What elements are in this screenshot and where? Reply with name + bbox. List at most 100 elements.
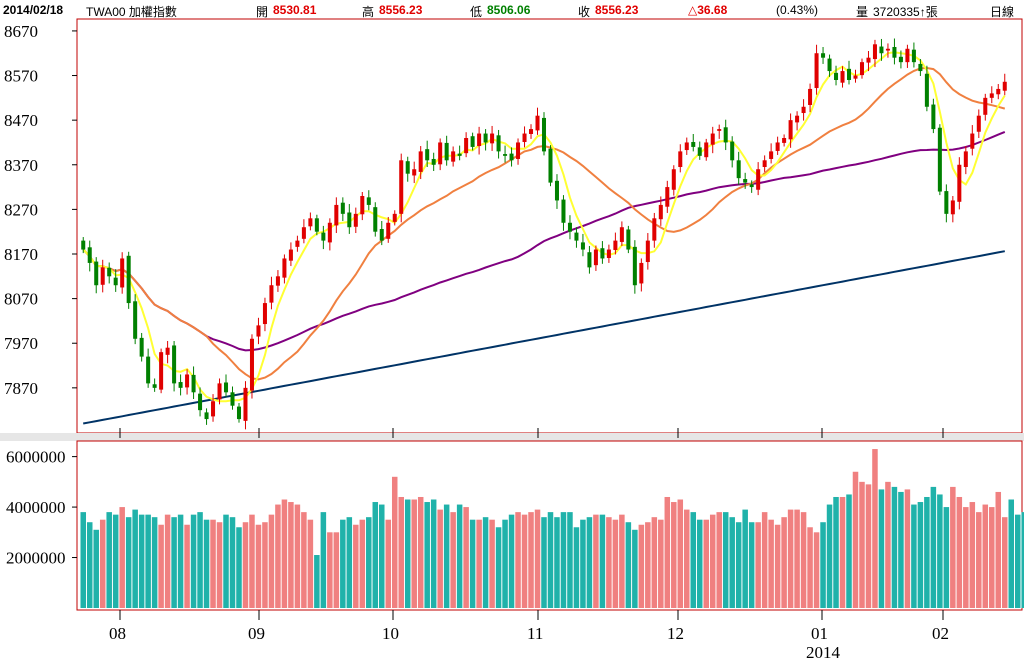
candle bbox=[613, 232, 618, 255]
candle bbox=[243, 381, 248, 430]
candle bbox=[516, 138, 521, 165]
volume-bar bbox=[534, 509, 541, 608]
volume-bar bbox=[872, 449, 878, 608]
volume-bar bbox=[865, 484, 872, 608]
volume-bar bbox=[898, 491, 904, 608]
volume-bar bbox=[398, 496, 404, 608]
volume-bar bbox=[950, 486, 956, 608]
volume-bar bbox=[976, 512, 982, 608]
volume-bar bbox=[99, 519, 106, 608]
volume-bar bbox=[508, 514, 515, 608]
candle bbox=[113, 269, 118, 292]
candle bbox=[172, 341, 177, 392]
candle bbox=[100, 259, 105, 293]
candle bbox=[769, 143, 774, 164]
candle bbox=[567, 215, 572, 240]
volume-bar bbox=[203, 519, 210, 608]
volume-bar bbox=[145, 514, 151, 608]
month-label: 12 bbox=[667, 624, 684, 643]
quote-header: 2014/02/18 TWA00 加權指數 開 8530.81 高 8556.2… bbox=[0, 0, 1024, 20]
volume-bar bbox=[826, 504, 833, 608]
candle bbox=[509, 147, 514, 167]
candlesticks bbox=[81, 38, 1007, 430]
volume-bar bbox=[450, 512, 456, 608]
volume-bar bbox=[236, 527, 242, 608]
month-label: 01 bbox=[811, 624, 828, 643]
candle bbox=[898, 50, 903, 69]
candle bbox=[321, 225, 326, 250]
candle bbox=[249, 334, 254, 399]
candle bbox=[217, 378, 222, 405]
candle bbox=[301, 219, 306, 244]
volume-bar bbox=[547, 512, 554, 608]
volume-bar bbox=[1001, 517, 1008, 608]
volume-bar bbox=[729, 517, 735, 608]
volume-bar bbox=[885, 481, 891, 608]
volume-bar bbox=[177, 514, 184, 608]
candle bbox=[911, 42, 916, 68]
candle bbox=[885, 43, 890, 58]
open-value: 8530.81 bbox=[273, 3, 317, 17]
volume-tick-label: 6000000 bbox=[6, 448, 66, 467]
candle bbox=[866, 51, 871, 72]
volume-bar bbox=[1014, 514, 1021, 608]
volume-value: 3720335↑張 bbox=[873, 5, 938, 19]
candle bbox=[275, 270, 280, 292]
close-label: 收 bbox=[578, 5, 591, 19]
volume-bar bbox=[216, 522, 223, 608]
volume-bar bbox=[314, 555, 320, 608]
candle bbox=[405, 156, 410, 182]
volume-bar bbox=[554, 517, 560, 608]
price-tick-label: 8170 bbox=[4, 245, 38, 264]
candle bbox=[477, 126, 482, 155]
candle bbox=[970, 125, 975, 156]
ma60-line bbox=[82, 130, 1006, 352]
month-label: 08 bbox=[109, 624, 126, 643]
volume-bar bbox=[151, 517, 158, 608]
volume-bar bbox=[372, 502, 379, 608]
candle bbox=[678, 144, 683, 173]
volume-bar bbox=[281, 499, 288, 608]
candle bbox=[224, 374, 229, 397]
volume-bar bbox=[262, 522, 268, 608]
candle bbox=[723, 119, 728, 151]
candle bbox=[905, 44, 910, 68]
candle bbox=[710, 126, 715, 154]
volume-bar bbox=[696, 519, 703, 608]
volume-bar bbox=[106, 512, 112, 608]
candle bbox=[178, 374, 183, 396]
volume-bar bbox=[138, 514, 145, 608]
price-tick-label: 8670 bbox=[4, 22, 38, 41]
candle bbox=[256, 317, 261, 345]
candle bbox=[81, 237, 86, 254]
candle bbox=[963, 146, 968, 175]
candle bbox=[152, 378, 157, 392]
candle bbox=[548, 145, 553, 187]
candle bbox=[360, 191, 365, 221]
candle bbox=[795, 111, 800, 131]
volume-bar bbox=[502, 519, 508, 608]
volume-bar bbox=[489, 519, 495, 608]
volume-bar bbox=[781, 517, 787, 608]
volume-bar bbox=[800, 512, 807, 608]
volume-bar bbox=[599, 514, 606, 608]
volume-bar bbox=[677, 499, 684, 608]
candle bbox=[976, 109, 981, 138]
candle bbox=[808, 83, 813, 113]
volume-bar bbox=[417, 496, 424, 608]
candle bbox=[295, 235, 300, 252]
volume-bar bbox=[969, 502, 976, 608]
price-tick-label: 8370 bbox=[4, 156, 38, 175]
volume-bar bbox=[171, 517, 177, 608]
candle bbox=[541, 112, 547, 156]
candle bbox=[840, 66, 845, 88]
price-axis: 8670 8570 8470 8370 8270 8170 8070 7970 7870 bbox=[4, 22, 77, 398]
volume-bar bbox=[184, 524, 190, 608]
close-value: 8556.23 bbox=[595, 3, 639, 17]
candle bbox=[762, 155, 767, 172]
volume-bar bbox=[593, 514, 599, 608]
candle bbox=[756, 162, 761, 196]
candle bbox=[503, 145, 508, 163]
candle bbox=[399, 153, 404, 223]
